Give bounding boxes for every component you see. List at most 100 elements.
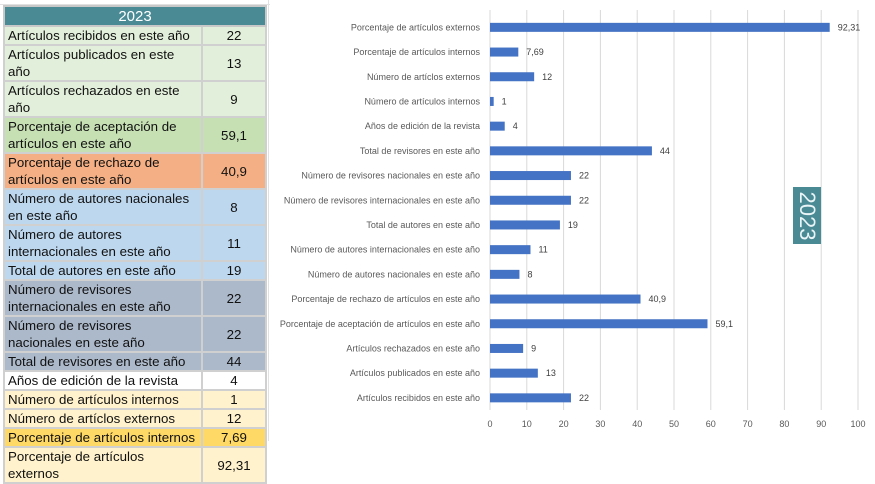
bar[interactable] [490, 343, 524, 353]
row-value[interactable]: 59,1 [201, 116, 267, 154]
row-label[interactable]: Número de artículos internos [3, 389, 203, 410]
x-tick-label: 80 [779, 419, 789, 429]
category-label: Años de edición de la revista [365, 121, 480, 131]
category-label: Total de autores en este año [366, 220, 480, 230]
row-label[interactable]: Artículos recibidos en este año [3, 25, 203, 46]
row-value[interactable]: 8 [201, 188, 267, 226]
table-row: Porcentaje de artículos internos 7,69 [3, 427, 267, 448]
row-label[interactable]: Número de revisores internacionales en e… [3, 279, 203, 317]
row-value[interactable]: 22 [201, 315, 267, 353]
category-label: Número de autores nacionales en este año [308, 269, 480, 279]
x-tick-label: 20 [559, 419, 569, 429]
chart-title-year[interactable]: 2023 [793, 187, 821, 244]
row-label[interactable]: Total de revisores en este año [3, 351, 203, 372]
x-tick-label: 90 [816, 419, 826, 429]
table-header-year[interactable]: 2023 [3, 5, 267, 27]
row-value[interactable]: 4 [201, 370, 267, 391]
row-label[interactable]: Artículos publicados en este año [3, 44, 203, 82]
bar[interactable] [490, 22, 830, 32]
row-value[interactable]: 9 [201, 80, 267, 118]
data-label: 4 [513, 121, 518, 131]
table-row: Artículos publicados en este año 13 [3, 44, 267, 82]
row-label[interactable]: Número de revisores nacionales en este a… [3, 315, 203, 353]
bar[interactable] [490, 269, 520, 279]
data-label: 13 [546, 368, 556, 378]
data-label: 1 [502, 96, 507, 106]
category-label: Número de autores internacionales en est… [290, 245, 480, 255]
bar[interactable] [490, 294, 641, 304]
row-label[interactable]: Porcentaje de aceptación de artículos en… [3, 116, 203, 154]
category-label: Número de artículos internos [364, 96, 480, 106]
data-label: 40,9 [649, 294, 667, 304]
data-label: 11 [538, 245, 547, 255]
table-header-row: 2023 [3, 5, 267, 27]
bar[interactable] [490, 96, 494, 106]
table-row: Número de autores nacionales en este año… [3, 188, 267, 226]
row-label[interactable]: Número de autores nacionales en este año [3, 188, 203, 226]
row-value[interactable]: 13 [201, 44, 267, 82]
row-value[interactable]: 1 [201, 389, 267, 410]
category-label: Total de revisores en este año [360, 146, 480, 156]
x-tick-label: 40 [632, 419, 642, 429]
row-label[interactable]: Artículos rechazados en este año [3, 80, 203, 118]
table-row: Número de artíclos externos 12 [3, 408, 267, 429]
bar[interactable] [490, 220, 560, 230]
data-label: 12 [542, 72, 552, 82]
category-label: Número de revisores nacionales en este a… [301, 171, 480, 181]
stats-table: 2023 Artículos recibidos en este año 22 Ar… [3, 5, 267, 484]
table-row: Artículos rechazados en este año 9 [3, 80, 267, 118]
row-value[interactable]: 12 [201, 408, 267, 429]
table-row: Artículos recibidos en este año 22 [3, 25, 267, 46]
bar[interactable] [490, 121, 505, 131]
chart-title-text: 2023 [795, 191, 820, 240]
x-tick-label: 60 [706, 419, 716, 429]
bar[interactable] [490, 47, 519, 57]
row-label[interactable]: Número de artíclos externos [3, 408, 203, 429]
data-label: 8 [527, 269, 532, 279]
category-label: Número de artíclos externos [367, 72, 481, 82]
bar[interactable] [490, 72, 535, 82]
row-value[interactable]: 22 [201, 25, 267, 46]
data-label: 92,31 [838, 22, 861, 32]
table-row: Porcentaje de rechazo de artículos en es… [3, 152, 267, 190]
bar[interactable] [490, 393, 571, 403]
row-label[interactable]: Años de edición de la revista [3, 370, 203, 391]
x-tick-label: 0 [487, 419, 492, 429]
row-value[interactable]: 44 [201, 351, 267, 372]
bar[interactable] [490, 171, 571, 181]
table-row: Número de revisores nacionales en este a… [3, 315, 267, 353]
x-tick-label: 50 [669, 419, 679, 429]
bar-chart[interactable]: 0 10 20 30 40 50 60 70 80 90 100 Porcentaje de artí… [270, 0, 875, 441]
bar[interactable] [490, 368, 538, 378]
table-row: Total de revisores en este año 44 [3, 351, 267, 372]
category-label: Porcentaje de artículos externos [351, 22, 481, 32]
row-value[interactable]: 19 [201, 260, 267, 281]
x-tick-label: 10 [522, 419, 532, 429]
x-tick-label: 70 [743, 419, 753, 429]
row-value[interactable]: 22 [201, 279, 267, 317]
row-value[interactable]: 11 [201, 224, 267, 262]
bar[interactable] [490, 319, 708, 329]
bar[interactable] [490, 146, 652, 156]
table-row: Total de autores en este año 19 [3, 260, 267, 281]
row-value[interactable]: 92,31 [201, 446, 267, 484]
category-label: Número de revisores internacionales en e… [284, 195, 480, 205]
row-label[interactable]: Porcentaje de artículos internos [3, 427, 203, 448]
row-label[interactable]: Porcentaje de artículos externos [3, 446, 203, 484]
row-label[interactable]: Número de autores internacionales en est… [3, 224, 203, 262]
table-row: Número de revisores internacionales en e… [3, 279, 267, 317]
row-label[interactable]: Total de autores en este año [3, 260, 203, 281]
table-row: Porcentaje de aceptación de artículos en… [3, 116, 267, 154]
row-label[interactable]: Porcentaje de rechazo de artículos en es… [3, 152, 203, 190]
row-value[interactable]: 7,69 [201, 427, 267, 448]
table-row: Número de autores internacionales en est… [3, 224, 267, 262]
bar[interactable] [490, 195, 571, 205]
x-tick-label: 100 [850, 419, 865, 429]
table-row: Número de artículos internos 1 [3, 389, 267, 410]
table-row: Porcentaje de artículos externos 92,31 [3, 446, 267, 484]
table-row: Años de edición de la revista 4 [3, 370, 267, 391]
row-value[interactable]: 40,9 [201, 152, 267, 190]
data-label: 59,1 [715, 319, 733, 329]
bar[interactable] [490, 245, 531, 255]
data-label: 9 [531, 343, 536, 353]
